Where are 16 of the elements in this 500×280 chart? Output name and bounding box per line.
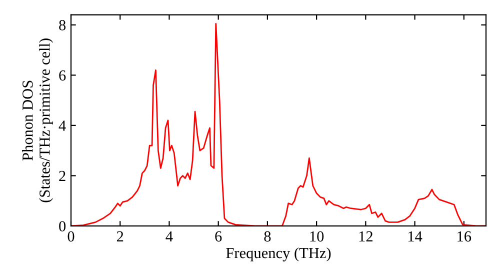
y-tick-label: 8 — [59, 20, 66, 30]
x-tick-label: 12 — [359, 231, 372, 242]
y-axis-title: Phonon DOS (States/THz·primitive cell) — [22, 38, 53, 202]
x-tick-label: 14 — [408, 231, 422, 242]
x-tick-label: 4 — [166, 231, 173, 242]
x-tick-label: 16 — [458, 231, 472, 242]
x-axis-title: Frequency (THz) — [226, 247, 331, 262]
y-tick-label: 4 — [58, 120, 66, 131]
x-tick-label: 0 — [68, 231, 74, 242]
y-tick-label: 0 — [59, 221, 66, 232]
y-tick-label: 6 — [59, 70, 66, 81]
y-tick-label: 2 — [59, 170, 66, 181]
x-tick-label: 6 — [215, 231, 222, 242]
x-tick-label: 2 — [116, 231, 124, 242]
x-tick-label: 10 — [310, 231, 324, 242]
x-tick-label: 8 — [264, 231, 271, 242]
